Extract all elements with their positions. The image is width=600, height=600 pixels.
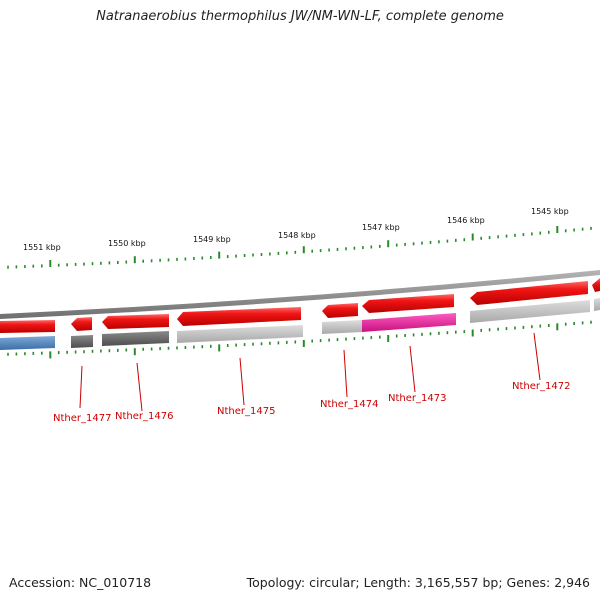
cog-block-nther-1475 [177,325,303,343]
scale-label-1546: 1546 kbp [447,216,485,225]
accession-text: Accession: NC_010718 [9,575,152,590]
cog-block-nther-1476 [102,331,169,346]
gene-labels: Nther_1477 Nther_1476 Nther_1475 Nther_1… [53,381,570,424]
scale-label-1547: 1547 kbp [362,223,400,232]
scale-label-1551: 1551 kbp [23,243,61,252]
gene-label-nther-1476: Nther_1476 [115,411,173,422]
gene-arrow-nther-1477-left [0,320,55,333]
gene-label-nther-1475: Nther_1475 [217,406,275,417]
cog-block-blue [0,336,55,350]
gene-label-nther-1474: Nther_1474 [320,399,378,410]
leader-nther-1473 [409,345,416,393]
gene-arrow-nther-1476 [102,314,169,329]
map-title: Natranaerobius thermophilus JW/NM-WN-LF,… [96,9,504,24]
outer-scale-ticks [7,226,592,269]
gene-label-nther-1473: Nther_1473 [388,393,446,404]
scale-label-1548: 1548 kbp [278,231,316,240]
scale-labels: 1551 kbp 1550 kbp 1549 kbp 1548 kbp 1547… [23,207,569,252]
genome-backbone [0,270,600,319]
gene-label-nther-1477: Nther_1477 [53,413,111,424]
leader-nther-1472 [533,332,541,381]
gene-label-nther-1472: Nther_1472 [512,381,570,392]
gene-arrow-nther-1473 [362,294,454,313]
gene-label-leaders [79,332,541,412]
leader-nther-1474 [343,349,348,398]
gene-arrow-nther-1474 [322,303,358,318]
cog-block-nther-1473 [362,313,456,332]
gene-arrow-nther-1477 [71,317,92,331]
scale-label-1545: 1545 kbp [531,207,569,216]
gene-arrow-nther-1472 [470,281,588,305]
forward-strand-features [0,278,600,333]
inner-scale-ticks [7,320,592,359]
cog-block-offscreen [594,298,600,311]
genome-summary-text: Topology: circular; Length: 3,165,557 bp… [246,575,590,590]
cog-block-nther-1474 [322,320,362,334]
leader-nther-1475 [239,357,245,406]
cog-block-nther-1472 [470,300,590,323]
leader-nther-1477 [79,365,83,409]
leader-nther-1476 [136,362,143,412]
gene-arrow-offscreen [592,278,600,292]
cog-block-nther-1477 [71,335,93,348]
gene-arrow-nther-1475 [177,307,301,326]
scale-label-1550: 1550 kbp [108,239,146,248]
scale-label-1549: 1549 kbp [193,235,231,244]
cog-category-band [0,298,600,350]
